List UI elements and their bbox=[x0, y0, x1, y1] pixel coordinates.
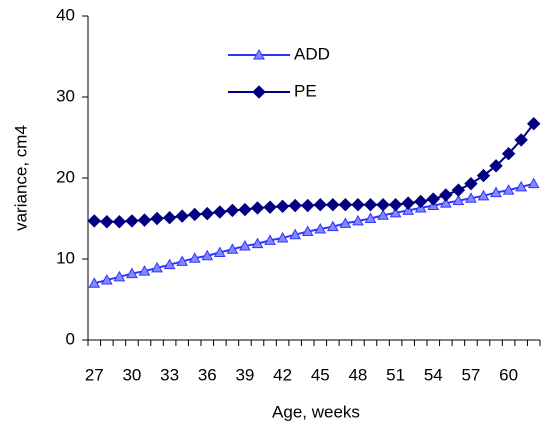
data-point bbox=[490, 186, 502, 198]
data-point bbox=[465, 192, 477, 203]
data-point bbox=[162, 210, 177, 225]
x-axis-title: Age, weeks bbox=[272, 402, 360, 421]
data-point bbox=[100, 215, 114, 229]
data-point bbox=[151, 261, 163, 273]
data-point bbox=[201, 249, 214, 261]
x-tick-label: 51 bbox=[386, 365, 405, 384]
data-point bbox=[514, 133, 528, 147]
data-point bbox=[452, 194, 465, 206]
y-tick-label: 10 bbox=[56, 248, 75, 267]
x-tick-label: 57 bbox=[461, 365, 480, 384]
data-point bbox=[476, 168, 491, 183]
data-point bbox=[200, 206, 214, 221]
data-point bbox=[175, 209, 189, 223]
y-axis-title: variance, cm4 bbox=[11, 125, 30, 231]
x-tick-label: 27 bbox=[85, 365, 104, 384]
data-point bbox=[150, 211, 164, 226]
data-point bbox=[251, 237, 264, 249]
data-point bbox=[238, 202, 252, 217]
data-point bbox=[363, 198, 378, 212]
legend-marker bbox=[252, 85, 266, 99]
data-point bbox=[112, 215, 127, 229]
data-point bbox=[501, 146, 516, 161]
x-tick-label: 36 bbox=[198, 365, 217, 384]
data-point bbox=[464, 176, 478, 191]
data-point bbox=[326, 220, 339, 232]
data-point bbox=[426, 192, 440, 206]
x-tick-label: 54 bbox=[424, 365, 443, 384]
data-point bbox=[225, 203, 240, 218]
data-point bbox=[188, 207, 202, 222]
data-point bbox=[502, 184, 515, 195]
data-point bbox=[351, 198, 365, 212]
data-point bbox=[100, 274, 113, 285]
data-point bbox=[377, 209, 389, 220]
data-point bbox=[275, 199, 290, 214]
data-point bbox=[326, 198, 340, 212]
data-point bbox=[301, 198, 315, 213]
data-point bbox=[138, 265, 151, 276]
data-point bbox=[352, 214, 364, 226]
data-point bbox=[126, 267, 138, 279]
data-point bbox=[364, 212, 377, 223]
data-point bbox=[477, 189, 490, 201]
x-tick-label: 48 bbox=[348, 365, 367, 384]
data-point bbox=[339, 217, 352, 228]
data-point bbox=[288, 198, 302, 213]
data-point bbox=[489, 159, 503, 173]
data-point bbox=[188, 252, 201, 263]
data-point bbox=[113, 270, 126, 282]
legend-label: PE bbox=[294, 81, 317, 100]
x-tick-label: 39 bbox=[235, 365, 254, 384]
data-point bbox=[314, 223, 327, 234]
data-point bbox=[87, 214, 101, 228]
y-tick-label: 30 bbox=[56, 86, 75, 105]
y-tick-label: 20 bbox=[56, 167, 75, 186]
x-tick-label: 30 bbox=[122, 365, 141, 384]
data-point bbox=[402, 204, 415, 215]
data-point bbox=[376, 198, 390, 212]
data-point bbox=[176, 255, 189, 266]
data-point bbox=[137, 213, 152, 227]
x-tick-label: 60 bbox=[499, 365, 518, 384]
data-point bbox=[289, 228, 302, 240]
data-point bbox=[313, 198, 327, 212]
data-point bbox=[213, 205, 227, 219]
x-tick-label: 45 bbox=[311, 365, 330, 384]
data-point bbox=[515, 180, 528, 192]
legend-label: ADD bbox=[294, 44, 330, 63]
x-tick-label: 33 bbox=[160, 365, 179, 384]
legend-marker bbox=[253, 48, 265, 60]
y-tick-label: 40 bbox=[56, 5, 75, 24]
data-point bbox=[389, 206, 402, 218]
data-point bbox=[439, 188, 453, 202]
data-point bbox=[527, 117, 541, 131]
x-tick-label: 42 bbox=[273, 365, 292, 384]
data-point bbox=[439, 197, 452, 208]
data-point bbox=[276, 231, 289, 243]
data-point bbox=[388, 198, 403, 212]
data-point bbox=[263, 200, 277, 214]
data-point bbox=[213, 246, 226, 258]
data-point bbox=[527, 177, 540, 189]
data-point bbox=[414, 194, 428, 209]
series-line bbox=[94, 123, 535, 223]
data-point bbox=[239, 240, 251, 251]
data-point bbox=[125, 214, 139, 228]
data-point bbox=[226, 243, 239, 254]
data-point bbox=[250, 201, 265, 215]
data-point bbox=[301, 225, 314, 236]
y-tick-label: 0 bbox=[66, 329, 75, 348]
data-point bbox=[264, 234, 276, 245]
data-point bbox=[88, 277, 101, 288]
data-point bbox=[163, 258, 176, 270]
data-point bbox=[451, 183, 466, 197]
data-point bbox=[401, 196, 415, 210]
data-point bbox=[338, 198, 353, 212]
